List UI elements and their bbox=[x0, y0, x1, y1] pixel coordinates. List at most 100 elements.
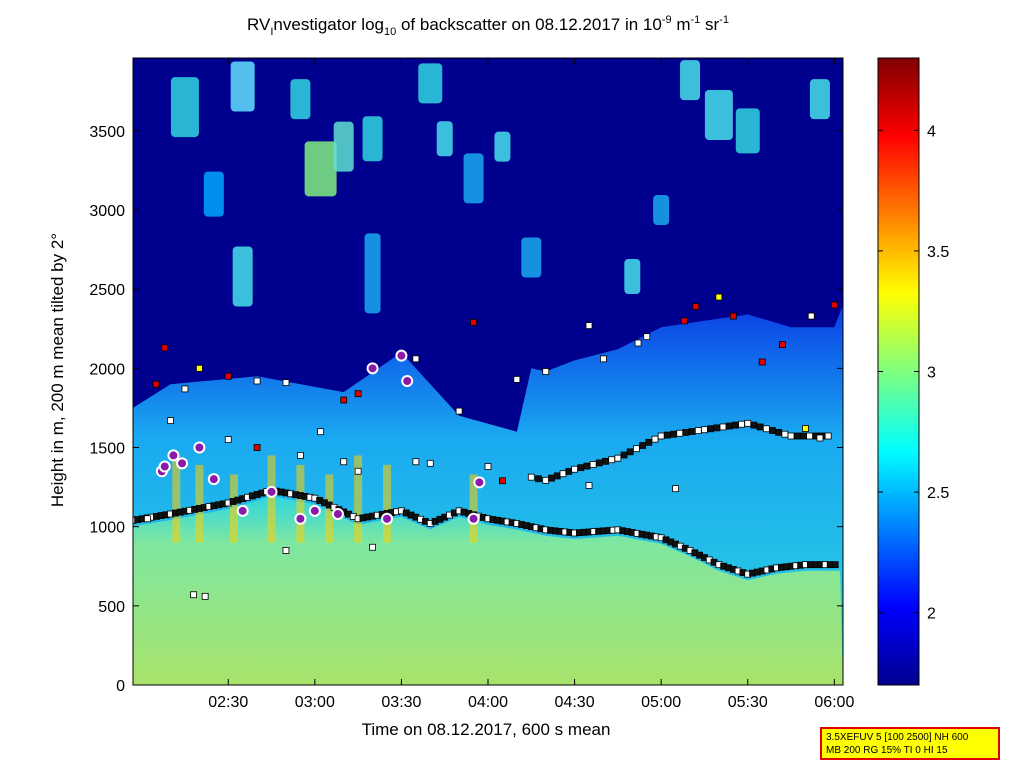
layer-circle-marker bbox=[158, 460, 171, 473]
y-tick-label: 0 bbox=[116, 678, 125, 695]
layer-marker bbox=[585, 322, 593, 329]
colorbar-tick-label: 2 bbox=[927, 606, 936, 623]
cloud-patch bbox=[809, 79, 830, 120]
layer-marker bbox=[595, 459, 603, 467]
y-tick-label: 500 bbox=[98, 599, 125, 616]
layer-markers bbox=[133, 293, 839, 600]
layer-marker bbox=[672, 485, 680, 493]
layer-marker bbox=[670, 430, 677, 438]
layer-marker bbox=[455, 407, 463, 415]
colorbar-ticks: 2 2.5 3 3.5 4 bbox=[878, 123, 949, 623]
layer-circle-marker bbox=[308, 504, 321, 517]
cloud-patch bbox=[735, 108, 760, 154]
y-tick-label: 1000 bbox=[89, 520, 125, 537]
layer-circle-marker bbox=[193, 441, 206, 454]
y-axis-label: Height in m, 200 m mean tilted by 2° bbox=[48, 233, 67, 507]
plume-streak bbox=[325, 474, 334, 543]
cloud-patch bbox=[624, 259, 641, 294]
plume-streak bbox=[469, 474, 478, 543]
layer-marker bbox=[645, 438, 653, 446]
x-axis-label: Time on 08.12.2017, 600 s mean bbox=[362, 720, 611, 739]
y-tick-label: 2500 bbox=[89, 282, 125, 299]
layer-marker bbox=[317, 428, 325, 436]
layer-marker bbox=[565, 468, 573, 475]
cloud-patch bbox=[704, 90, 733, 140]
heatmap-area bbox=[133, 58, 843, 685]
info-line-2: MB 200 RG 15% TI 0 HI 15 bbox=[826, 745, 948, 756]
layer-marker bbox=[559, 470, 567, 478]
y-tick-label: 2000 bbox=[89, 361, 125, 378]
layer-marker bbox=[756, 423, 764, 431]
y-axis-ticks: 0 500 1000 1500 2000 2500 3000 3500 bbox=[89, 124, 843, 695]
layer-marker bbox=[585, 482, 593, 489]
layer-marker bbox=[484, 463, 492, 470]
cloud-patch bbox=[436, 121, 453, 157]
x-tick-label: 04:00 bbox=[468, 694, 508, 711]
layer-marker bbox=[663, 431, 671, 439]
layer-marker bbox=[824, 432, 832, 440]
colorbar-tick-label: 3 bbox=[927, 365, 936, 382]
layer-marker bbox=[426, 459, 434, 467]
layer-marker bbox=[583, 462, 591, 470]
x-tick-label: 02:30 bbox=[208, 694, 248, 711]
layer-marker bbox=[167, 417, 174, 424]
layer-circle-marker bbox=[380, 512, 393, 525]
layer-marker bbox=[181, 385, 189, 393]
layer-marker bbox=[340, 396, 348, 404]
layer-marker bbox=[499, 477, 506, 485]
layer-marker bbox=[725, 422, 733, 430]
layer-marker bbox=[778, 341, 786, 348]
plume-streak bbox=[230, 474, 239, 543]
x-tick-label: 03:30 bbox=[381, 694, 421, 711]
x-tick-label: 06:00 bbox=[814, 694, 854, 711]
layer-marker bbox=[340, 458, 348, 466]
plume-streak bbox=[267, 455, 276, 543]
layer-marker bbox=[542, 368, 550, 375]
cloud-patch bbox=[463, 153, 484, 204]
layer-marker bbox=[589, 461, 597, 468]
layer-marker bbox=[282, 547, 290, 554]
layer-marker bbox=[282, 379, 290, 386]
layer-marker bbox=[224, 436, 232, 443]
layer-circle-marker bbox=[294, 512, 307, 525]
layer-marker bbox=[548, 474, 555, 482]
cloud-patch bbox=[304, 141, 337, 197]
layer-circle-marker bbox=[265, 485, 278, 498]
layer-marker bbox=[676, 429, 684, 437]
layer-marker bbox=[769, 427, 776, 434]
layer-marker bbox=[354, 467, 362, 475]
layer-marker bbox=[831, 561, 839, 569]
layer-marker bbox=[800, 432, 807, 440]
layer-circle-marker bbox=[331, 508, 344, 520]
layer-marker bbox=[553, 472, 561, 480]
layer-marker bbox=[600, 355, 607, 363]
layer-circle-marker bbox=[176, 457, 189, 470]
layer-marker bbox=[807, 312, 815, 320]
layer-marker bbox=[152, 380, 160, 388]
layer-marker bbox=[688, 428, 696, 435]
colorbar-tick-label: 3.5 bbox=[927, 244, 949, 261]
layer-marker bbox=[634, 339, 642, 347]
cloud-patch bbox=[230, 61, 255, 112]
layer-marker bbox=[744, 419, 752, 427]
layer-marker bbox=[651, 435, 659, 443]
plume-streak bbox=[296, 464, 305, 543]
cloud-patch bbox=[362, 116, 383, 162]
layer-marker bbox=[643, 333, 651, 341]
layer-marker bbox=[639, 442, 647, 449]
layer-marker bbox=[633, 445, 640, 453]
colorbar bbox=[877, 57, 920, 686]
layer-marker bbox=[802, 425, 809, 432]
cloud-patch bbox=[203, 171, 224, 217]
layer-marker bbox=[692, 303, 700, 310]
x-tick-label: 05:00 bbox=[641, 694, 681, 711]
layer-marker bbox=[224, 372, 232, 380]
layer-marker bbox=[144, 515, 151, 523]
layer-marker bbox=[412, 458, 420, 466]
layer-marker bbox=[713, 424, 721, 432]
layer-marker bbox=[354, 390, 362, 398]
layer-marker bbox=[793, 432, 801, 440]
cloud-patch bbox=[494, 131, 511, 162]
layer-marker bbox=[161, 344, 169, 352]
